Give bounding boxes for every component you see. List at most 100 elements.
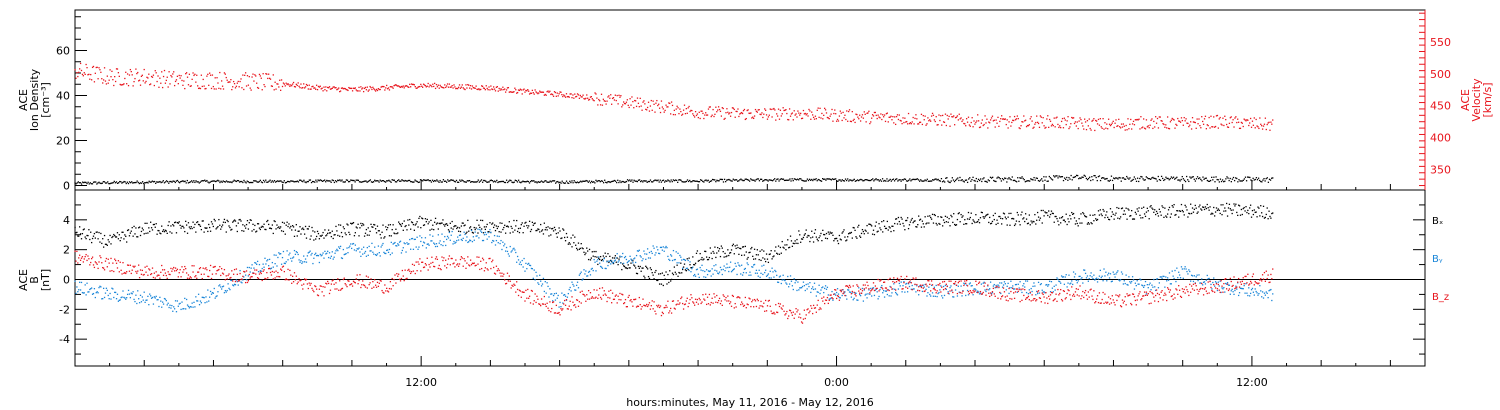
data-point (257, 87, 260, 89)
data-point (521, 93, 523, 95)
data-point (197, 293, 200, 295)
data-point (706, 273, 709, 276)
data-point (1062, 219, 1065, 221)
data-point (1085, 277, 1088, 279)
data-point (458, 84, 461, 86)
data-point (189, 85, 191, 87)
data-point (868, 110, 870, 112)
data-point (554, 299, 557, 301)
data-point (783, 109, 785, 112)
data-point (634, 180, 636, 182)
data-point (823, 233, 826, 236)
data-point (1196, 118, 1198, 120)
data-point (758, 258, 760, 261)
data-point (271, 180, 273, 182)
data-point (838, 296, 841, 299)
data-point (878, 180, 880, 182)
data-point (1187, 179, 1189, 181)
data-point (728, 270, 730, 273)
data-point (972, 176, 974, 178)
data-point (244, 74, 246, 76)
data-point (389, 180, 391, 182)
data-point (1000, 180, 1003, 182)
data-point (181, 225, 183, 227)
data-point (653, 247, 655, 249)
data-point (441, 86, 443, 89)
data-point (353, 235, 356, 237)
data-point (746, 262, 748, 264)
data-point (1080, 278, 1082, 280)
data-point (355, 89, 357, 91)
data-point (1063, 219, 1066, 221)
data-point (577, 94, 580, 96)
data-point (918, 180, 921, 182)
data-point (938, 291, 940, 294)
data-point (669, 270, 671, 272)
data-point (921, 290, 924, 293)
data-point (77, 75, 79, 78)
data-point (132, 85, 134, 87)
data-point (95, 66, 97, 69)
data-point (360, 222, 362, 225)
data-point (283, 222, 285, 224)
data-point (177, 83, 179, 85)
data-point (958, 212, 960, 214)
data-point (140, 301, 143, 303)
data-point (479, 180, 482, 182)
data-point (602, 260, 605, 262)
data-point (356, 227, 358, 229)
data-point (627, 264, 629, 266)
data-point (951, 116, 953, 118)
data-point (1038, 219, 1041, 221)
data-point (1026, 222, 1029, 225)
data-point (485, 233, 487, 236)
data-point (662, 108, 664, 110)
data-point (764, 269, 767, 271)
data-point (879, 288, 881, 291)
data-point (582, 180, 584, 182)
data-point (239, 218, 241, 221)
data-point (475, 235, 477, 237)
data-point (951, 216, 953, 218)
data-point (1033, 221, 1035, 223)
data-point (989, 216, 991, 219)
data-point (1021, 211, 1023, 213)
data-point (561, 292, 563, 294)
data-point (1096, 281, 1099, 283)
data-point (516, 181, 519, 183)
data-point (464, 181, 466, 183)
data-point (114, 234, 116, 237)
data-point (279, 79, 281, 81)
data-point (141, 296, 144, 298)
data-point (1088, 118, 1090, 120)
data-point (495, 225, 498, 227)
data-point (555, 95, 557, 97)
data-point (669, 102, 671, 105)
data-point (611, 257, 614, 259)
data-point (103, 296, 106, 299)
data-point (1050, 280, 1053, 283)
data-point (390, 181, 392, 183)
data-point (683, 258, 686, 261)
data-point (1095, 119, 1097, 122)
data-point (726, 108, 728, 110)
data-point (534, 181, 536, 183)
data-point (710, 180, 713, 182)
data-point (295, 251, 297, 253)
data-point (521, 222, 523, 224)
data-point (551, 93, 553, 95)
data-point (636, 272, 639, 275)
data-point (1251, 180, 1253, 182)
data-point (148, 303, 150, 306)
data-point (1254, 211, 1256, 214)
data-point (1034, 213, 1036, 216)
data-point (477, 179, 479, 181)
data-point (1190, 203, 1192, 205)
data-point (1047, 115, 1049, 117)
data-point (322, 252, 324, 254)
data-point (798, 179, 800, 181)
data-point (984, 115, 986, 117)
data-point (861, 179, 863, 181)
data-point (900, 281, 902, 283)
data-point (486, 223, 488, 226)
